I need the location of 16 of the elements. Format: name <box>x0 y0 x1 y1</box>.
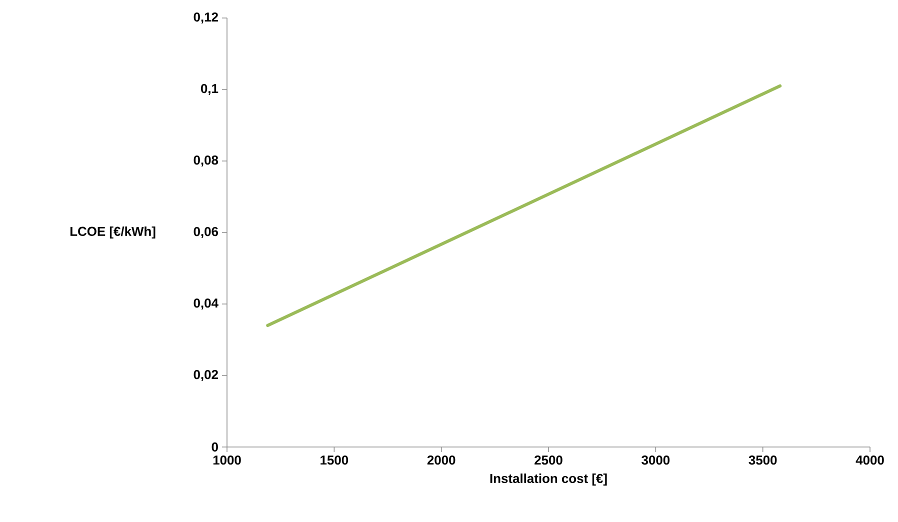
x-tick-label: 1000 <box>213 456 241 465</box>
y-tick-label: 0,04 <box>194 298 218 310</box>
x-tick-label: 1500 <box>320 456 348 465</box>
x-tick-label: 4000 <box>856 456 884 465</box>
x-tick-label: 3000 <box>642 456 670 465</box>
x-tick-label: 2000 <box>427 456 456 465</box>
y-axis-title: LCOE [€/kWh] <box>70 226 156 239</box>
y-tick-label: 0,08 <box>194 155 218 167</box>
y-tick-label: 0,06 <box>194 226 218 238</box>
x-tick-label: 3500 <box>748 456 777 465</box>
y-tick-label: 0,1 <box>200 84 218 96</box>
y-tick-label: 0,02 <box>194 370 218 382</box>
y-tick-label: 0 <box>212 442 218 452</box>
x-tick-label: 2500 <box>534 456 562 465</box>
x-axis-title: Installation cost [€] <box>490 474 607 486</box>
y-tick-label: 0,12 <box>194 12 218 24</box>
